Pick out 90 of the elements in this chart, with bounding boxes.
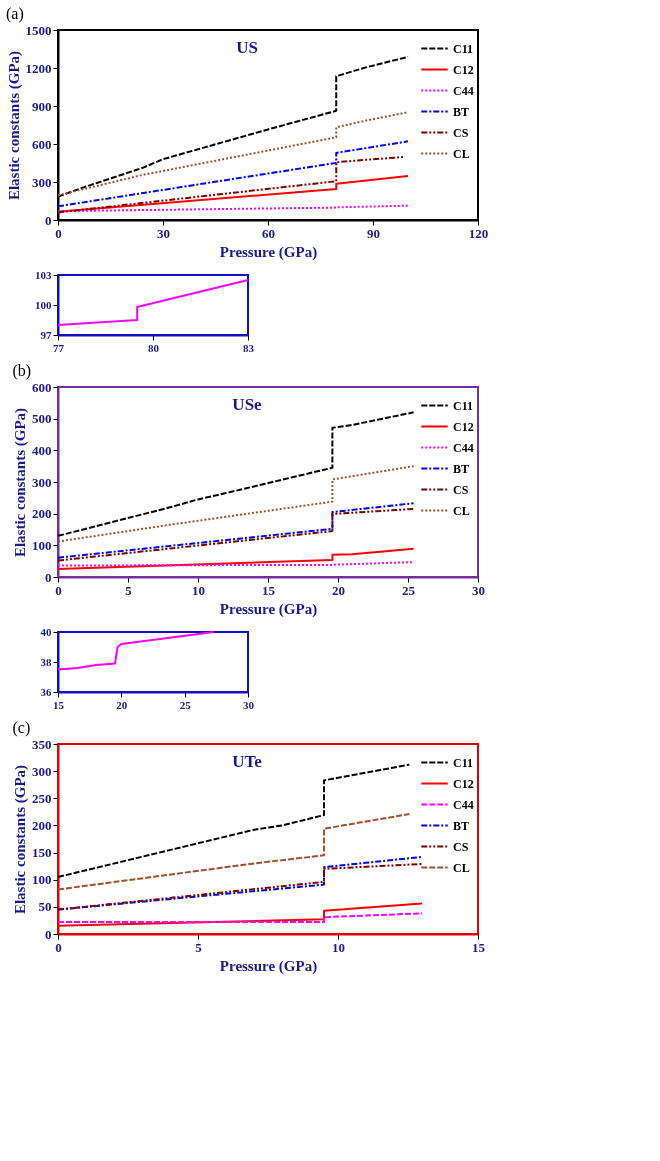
x-tick-label: 15 [262, 582, 276, 598]
legend-label: C11 [453, 398, 474, 413]
y-tick-label: 1200 [25, 60, 52, 76]
line-series [57, 813, 411, 891]
legend-label: C12 [453, 776, 474, 791]
line-series [57, 411, 415, 537]
legend-label: C12 [453, 419, 474, 434]
line-series [57, 902, 423, 927]
y-axis-title: Elastic constants (GPa) [12, 407, 29, 558]
x-tick-label: 5 [125, 582, 133, 598]
legend-label: CL [453, 503, 470, 518]
x-tick-label: 90 [367, 225, 380, 241]
x-tick-label: 0 [55, 225, 62, 241]
legend-label: C12 [453, 62, 474, 77]
legend-label: CL [453, 860, 470, 875]
x-tick-label: 30 [243, 698, 255, 711]
annotation: UTe [232, 752, 263, 771]
x-tick-label: 10 [332, 939, 345, 955]
x-tick-label: 0 [55, 939, 62, 955]
legend-label: C44 [453, 83, 474, 98]
x-tick-label: 30 [157, 225, 170, 241]
y-tick-label: 0 [45, 212, 52, 228]
x-axis-title: Pressure (GPa) [219, 600, 318, 618]
legend-label: CS [453, 482, 469, 497]
y-tick-label: 600 [32, 379, 52, 395]
legend-label: CS [453, 839, 469, 854]
x-tick-label: 60 [262, 225, 275, 241]
x-tick-label: 0 [55, 582, 62, 598]
x-tick-label: 5 [195, 939, 203, 955]
x-tick-label: 20 [332, 582, 345, 598]
y-tick-label: 300 [32, 174, 52, 190]
legend-label: CS [453, 125, 469, 140]
line-series [57, 631, 215, 671]
y-tick-label: 0 [45, 569, 52, 585]
y-tick-label: 1500 [25, 22, 52, 38]
y-tick-label: 300 [32, 474, 52, 490]
y-tick-label: 38 [40, 655, 52, 668]
legend-label: BT [453, 104, 470, 119]
y-tick-label: 500 [32, 411, 52, 427]
x-tick-label: 15 [53, 698, 65, 711]
legend-label: BT [453, 818, 470, 833]
y-tick-label: 97 [40, 328, 52, 341]
y-tick-label: 900 [32, 98, 52, 114]
y-tick-label: 200 [32, 506, 52, 522]
y-tick-label: 600 [32, 136, 52, 152]
y-tick-label: 36 [40, 685, 52, 698]
y-tick-label: 100 [32, 872, 52, 888]
x-axis-title: Pressure (GPa) [219, 243, 318, 261]
line-series [57, 155, 406, 214]
y-tick-label: 103 [35, 268, 52, 281]
x-tick-label: 25 [402, 582, 416, 598]
line-series [57, 547, 415, 571]
x-axis-title: Pressure (GPa) [219, 957, 318, 975]
y-tick-label: 150 [32, 845, 52, 861]
chart-title: (b) [12, 362, 32, 380]
y-tick-label: 250 [32, 790, 52, 806]
x-tick-label: 120 [468, 225, 489, 241]
line-series [57, 111, 409, 197]
line-series [57, 279, 249, 326]
annotation: USe [232, 395, 263, 414]
x-tick-label: 77 [53, 341, 65, 354]
y-tick-label: 300 [32, 763, 52, 779]
chart-title: (c) [12, 719, 31, 737]
y-tick-label: 200 [32, 817, 52, 833]
y-axis-title: Elastic constants (GPa) [12, 764, 29, 915]
y-tick-label: 40 [40, 625, 52, 638]
legend-label: C44 [453, 440, 474, 455]
x-tick-label: 80 [148, 341, 160, 354]
legend-label: C44 [453, 797, 474, 812]
y-tick-label: 100 [35, 298, 52, 311]
x-tick-label: 25 [179, 698, 192, 711]
y-tick-label: 350 [32, 736, 52, 752]
y-tick-label: 50 [38, 899, 52, 915]
x-tick-label: 15 [472, 939, 486, 955]
x-tick-label: 83 [243, 341, 255, 354]
line-series [57, 465, 415, 543]
legend-label: C11 [453, 755, 474, 770]
chart-title: (a) [6, 5, 24, 23]
y-tick-label: 400 [32, 442, 52, 458]
line-series [57, 140, 409, 208]
x-tick-label: 30 [472, 582, 485, 598]
y-tick-label: 100 [32, 537, 52, 553]
y-axis-title: Elastic constants (GPa) [5, 50, 23, 201]
x-tick-label: 10 [192, 582, 205, 598]
legend-label: CL [453, 146, 470, 161]
x-tick-label: 20 [116, 698, 128, 711]
y-tick-label: 0 [45, 926, 52, 942]
legend-label: C11 [453, 41, 474, 56]
legend-label: BT [453, 461, 470, 476]
annotation: US [236, 38, 258, 57]
